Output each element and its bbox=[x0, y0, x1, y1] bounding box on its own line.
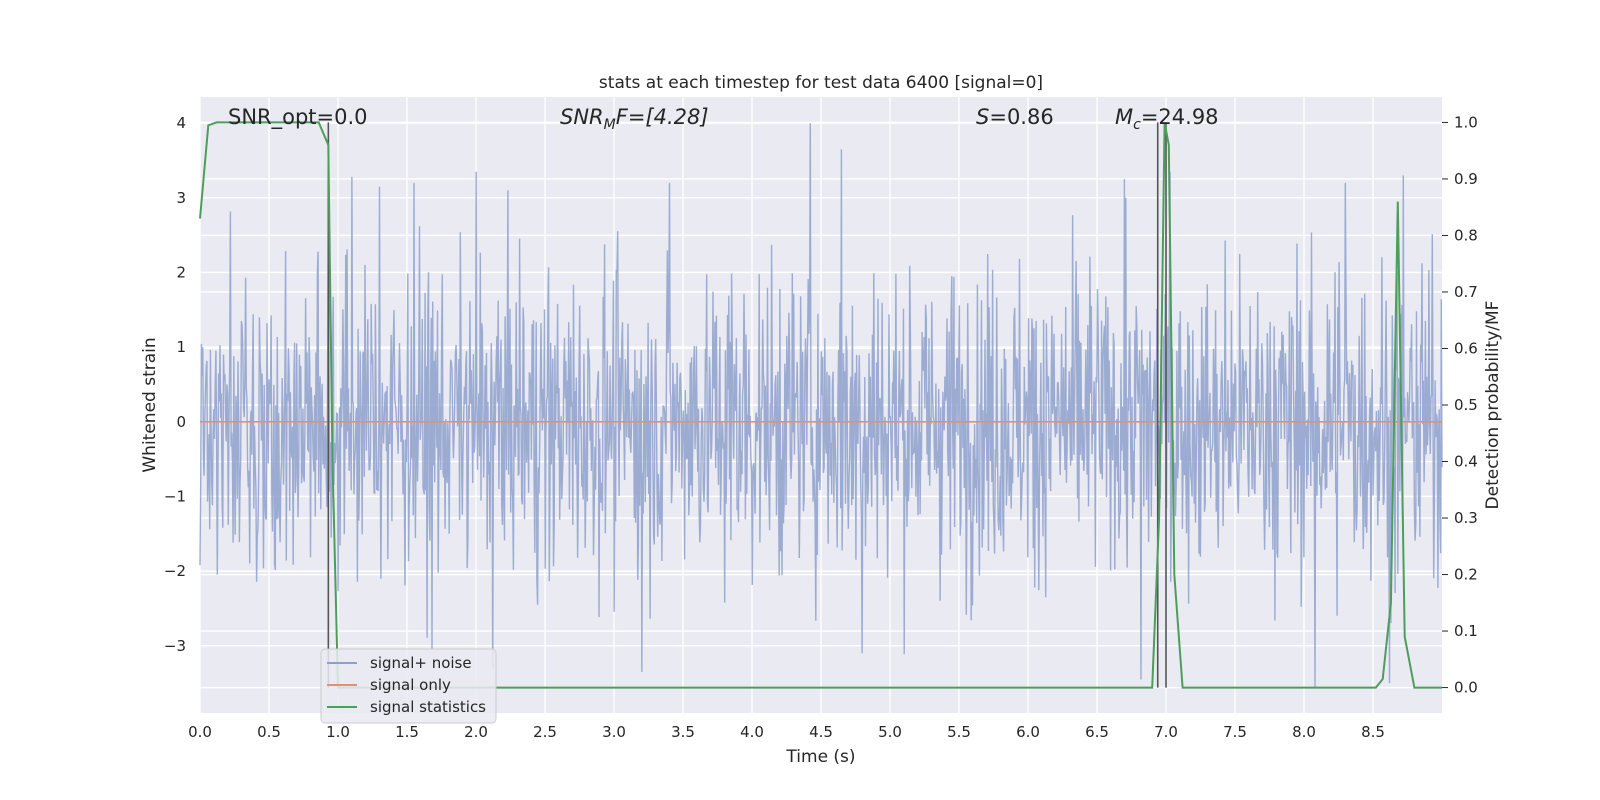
y-tick-label: 0 bbox=[176, 413, 186, 431]
x-tick-label: 0.5 bbox=[257, 723, 281, 741]
annotation-snr-mf-subscript: M bbox=[604, 117, 616, 133]
x-tick-label: 7.5 bbox=[1223, 723, 1247, 741]
x-tick-label: 2.0 bbox=[464, 723, 488, 741]
y2-tick-label: 0.1 bbox=[1454, 622, 1478, 640]
ticks: 0.0 0.5 1.0 1.5 2.0 2.5 3.0 3.5 4.0 4.5 5.0 5.5 6.0 6… bbox=[164, 113, 1478, 741]
y2-tick-label: 0.6 bbox=[1454, 339, 1478, 357]
x-tick-label: 1.5 bbox=[395, 723, 419, 741]
x-tick-label: 3.0 bbox=[602, 723, 626, 741]
annotation-mc-symbol: M bbox=[1115, 105, 1133, 129]
annotation-s-value: =0.86 bbox=[989, 105, 1053, 129]
series-lines bbox=[199, 121, 1442, 689]
y2-tick-label: 0.4 bbox=[1454, 453, 1478, 471]
legend-label-signal-only: signal only bbox=[370, 676, 451, 694]
annotation-snr-opt: SNR_opt=0.0 bbox=[228, 105, 368, 130]
x-tick-label: 5.0 bbox=[878, 723, 902, 741]
x-tick-label: 6.5 bbox=[1085, 723, 1109, 741]
annotation-s: S=0.86 bbox=[976, 105, 1054, 129]
y2-axis-label: Detection probability/MF bbox=[1483, 301, 1503, 510]
y-axis-label: Whitened strain bbox=[140, 337, 160, 472]
legend-label-signal-noise: signal+ noise bbox=[370, 654, 472, 672]
y2-tick-label: 0.7 bbox=[1454, 283, 1478, 301]
annotation-snr-mf-symbol: SNR bbox=[560, 105, 604, 129]
series-signal-statistics bbox=[199, 121, 1442, 689]
annotation-s-symbol: S bbox=[976, 105, 989, 129]
x-tick-label: 2.5 bbox=[533, 723, 557, 741]
y-tick-label: −1 bbox=[164, 487, 186, 505]
x-tick-label: 8.5 bbox=[1361, 723, 1385, 741]
y-tick-label: 4 bbox=[176, 114, 186, 132]
x-tick-label: 4.5 bbox=[809, 723, 833, 741]
annotation-mc-subscript: c bbox=[1133, 117, 1141, 133]
y2-tick-label: 0.0 bbox=[1454, 679, 1478, 697]
x-axis-label: Time (s) bbox=[785, 747, 855, 767]
series-signal-noise bbox=[199, 123, 1443, 687]
annotation-snr-mf-value: F=[4.28] bbox=[616, 105, 709, 129]
x-tick-label: 0.0 bbox=[188, 723, 212, 741]
y2-tick-label: 0.2 bbox=[1454, 566, 1478, 584]
y-tick-label: 2 bbox=[176, 263, 186, 281]
x-tick-label: 8.0 bbox=[1292, 723, 1316, 741]
x-tick-label: 5.5 bbox=[947, 723, 971, 741]
x-tick-label: 4.0 bbox=[740, 723, 764, 741]
y2-tick-label: 1.0 bbox=[1454, 113, 1478, 131]
legend-label-signal-statistics: signal statistics bbox=[370, 698, 486, 716]
x-tick-label: 7.0 bbox=[1154, 723, 1178, 741]
x-tick-label: 3.5 bbox=[671, 723, 695, 741]
y-tick-label: −3 bbox=[164, 637, 186, 655]
y2-tick-label: 0.3 bbox=[1454, 509, 1478, 527]
legend-box bbox=[320, 648, 497, 724]
y2-tick-label: 0.8 bbox=[1454, 226, 1478, 244]
y-tick-label: 3 bbox=[176, 189, 186, 207]
y-tick-label: −2 bbox=[164, 562, 186, 580]
x-tick-label: 6.0 bbox=[1016, 723, 1040, 741]
legend: signal+ noise signal only signal statist… bbox=[320, 648, 497, 724]
annotation-mc-value: =24.98 bbox=[1141, 105, 1219, 129]
y-tick-label: 1 bbox=[176, 338, 186, 356]
annotation-snr-mf: SNRMF=[4.28] bbox=[560, 105, 709, 133]
x-tick-label: 1.0 bbox=[326, 723, 350, 741]
annotation-mc: Mc=24.98 bbox=[1115, 105, 1219, 133]
y2-tick-label: 0.9 bbox=[1454, 170, 1478, 188]
chart-title: stats at each timestep for test data 640… bbox=[599, 73, 1043, 93]
signal-noise-series bbox=[199, 123, 1443, 687]
y2-tick-label: 0.5 bbox=[1454, 396, 1478, 414]
